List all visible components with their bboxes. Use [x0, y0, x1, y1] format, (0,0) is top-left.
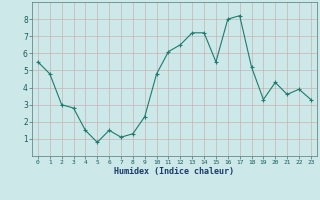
X-axis label: Humidex (Indice chaleur): Humidex (Indice chaleur): [115, 167, 234, 176]
